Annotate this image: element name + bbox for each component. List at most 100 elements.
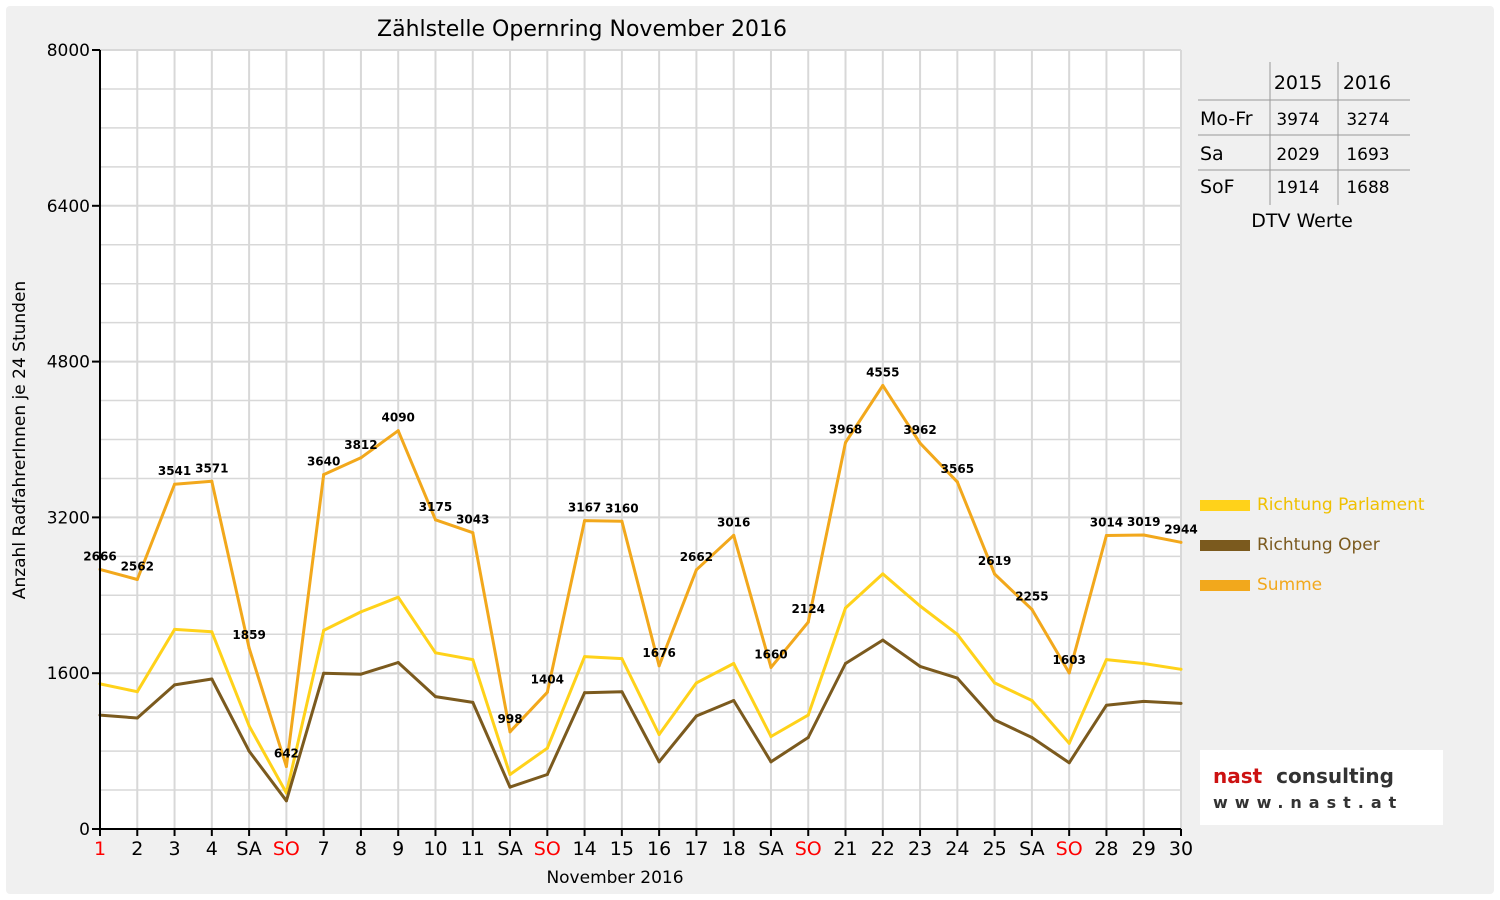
x-tick-label: 9 (392, 838, 404, 860)
data-point-richtung-oper (918, 664, 922, 668)
x-tick-label: 15 (610, 838, 634, 860)
data-label: 2619 (978, 554, 1011, 568)
x-tick-label: 11 (461, 838, 485, 860)
series-line-summe (99, 384, 1182, 768)
x-tick-label: 1 (94, 838, 106, 860)
dtv-value: 1688 (1346, 178, 1389, 198)
data-point-richtung-oper (993, 718, 997, 722)
x-tick-label: 30 (1169, 838, 1193, 860)
data-point-richtung-parlament (322, 628, 326, 632)
data-point-summe (322, 473, 326, 477)
series-line-richtung-parlament (99, 572, 1182, 795)
data-point-summe (247, 646, 251, 650)
data-point-richtung-oper (1179, 701, 1183, 705)
x-tick-label: SA (1019, 838, 1044, 860)
data-point-summe (918, 441, 922, 445)
legend-label-richtung-oper: Richtung Oper (1257, 535, 1380, 555)
data-label: 3541 (158, 464, 191, 478)
data-point-richtung-oper (210, 677, 214, 681)
dtv-value: 1693 (1346, 145, 1389, 165)
data-point-richtung-oper (433, 695, 437, 699)
x-tick-label: 22 (871, 838, 895, 860)
data-point-richtung-parlament (769, 734, 773, 738)
data-point-richtung-oper (247, 749, 251, 753)
data-label: 2662 (680, 550, 713, 564)
y-tick-label: 1600 (47, 664, 90, 684)
data-label: 3043 (456, 513, 489, 527)
data-point-richtung-oper (806, 735, 810, 739)
data-point-richtung-parlament (471, 658, 475, 662)
data-label: 3167 (568, 501, 601, 515)
dtv-value: 1914 (1276, 178, 1319, 198)
x-tick-label: 25 (983, 838, 1007, 860)
data-point-richtung-parlament (1030, 698, 1034, 702)
data-point-richtung-parlament (620, 657, 624, 661)
data-point-summe (1104, 534, 1108, 538)
data-label: 4555 (866, 365, 899, 379)
nast-consulting-logo: nast consulting www.nast.at (1200, 750, 1443, 825)
data-point-summe (471, 531, 475, 535)
data-point-richtung-oper (1030, 735, 1034, 739)
x-tick-label: 2 (131, 838, 143, 860)
legend-swatch-summe (1200, 580, 1250, 591)
data-point-richtung-parlament (247, 724, 251, 728)
data-label: 2255 (1015, 589, 1048, 603)
data-point-richtung-parlament (1142, 661, 1146, 665)
data-point-richtung-oper (508, 785, 512, 789)
dtv-row-label: Mo-Fr (1200, 108, 1253, 130)
data-point-summe (210, 479, 214, 483)
data-point-richtung-oper (1104, 703, 1108, 707)
dtv-header-2016: 2016 (1343, 72, 1391, 94)
dtv-header-2015: 2015 (1274, 72, 1322, 94)
x-tick-label: 7 (318, 838, 330, 860)
data-point-summe (694, 568, 698, 572)
legend: Richtung Parlament Richtung Oper Summe (1200, 495, 1425, 595)
data-label: 3175 (419, 500, 452, 514)
logo-wordmark: nast consulting (1213, 764, 1394, 788)
x-tick-label: 28 (1094, 838, 1118, 860)
legend-swatch-richtung-oper (1200, 540, 1250, 551)
data-point-richtung-oper (1067, 761, 1071, 765)
data-point-richtung-oper (881, 638, 885, 642)
x-tick-label: 23 (908, 838, 932, 860)
series-line-richtung-oper (99, 638, 1182, 803)
data-point-summe (769, 665, 773, 669)
data-label: 3016 (717, 515, 750, 529)
data-point-richtung-parlament (993, 681, 997, 685)
data-point-richtung-oper (545, 772, 549, 776)
data-label: 3160 (605, 501, 638, 515)
data-point-summe (433, 518, 437, 522)
data-point-summe (173, 482, 177, 486)
x-tick-label: SO (273, 838, 300, 860)
x-tick-label: 18 (722, 838, 746, 860)
data-point-summe (657, 664, 661, 668)
data-point-richtung-oper (284, 799, 288, 803)
series-lines (98, 383, 1183, 803)
data-point-richtung-parlament (955, 632, 959, 636)
data-point-summe (1067, 671, 1071, 675)
dtv-row-label: Sa (1200, 143, 1224, 165)
data-point-richtung-parlament (359, 610, 363, 614)
data-point-richtung-parlament (210, 630, 214, 634)
data-point-richtung-oper (732, 698, 736, 702)
data-point-summe (359, 456, 363, 460)
x-tick-label: 10 (423, 838, 447, 860)
logo-word-nast: nast (1213, 764, 1263, 788)
y-tick-label: 8000 (47, 41, 90, 61)
data-point-richtung-oper (173, 683, 177, 687)
x-tick-label: 24 (945, 838, 969, 860)
data-labels: 2666256235413571185964236403812409031753… (83, 365, 1197, 760)
data-label: 3962 (903, 423, 936, 437)
data-point-summe (508, 730, 512, 734)
data-point-summe (1179, 540, 1183, 544)
y-tick-label: 3200 (47, 508, 90, 528)
x-tick-label: 8 (355, 838, 367, 860)
data-label: 1603 (1052, 653, 1085, 667)
x-tick-label: 17 (684, 838, 708, 860)
data-label: 3571 (195, 461, 228, 475)
data-point-richtung-oper (583, 691, 587, 695)
data-label: 3640 (307, 455, 340, 469)
logo-word-consulting: consulting (1276, 764, 1394, 788)
data-label: 1404 (531, 672, 564, 686)
y-tick-label: 6400 (47, 197, 90, 217)
